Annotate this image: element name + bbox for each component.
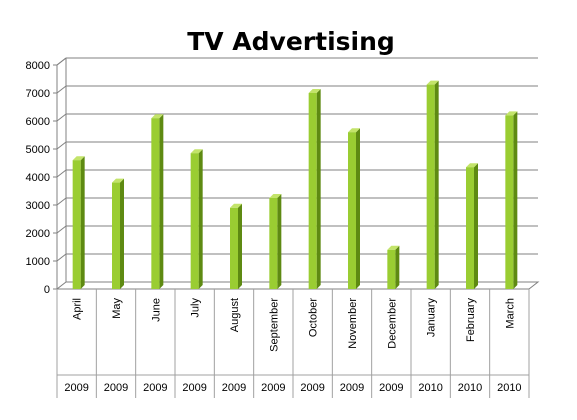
y-axis-top-depth: [56, 57, 67, 66]
bar-top: [505, 111, 518, 116]
bars-layer: [72, 80, 518, 290]
x-tick-label-month: September: [268, 298, 280, 352]
gridline-depth: [56, 141, 67, 150]
bar-top: [269, 194, 282, 198]
bar: [308, 89, 321, 289]
y-tick-label: 5000: [26, 144, 50, 156]
bar: [151, 114, 164, 289]
bar-side: [238, 203, 242, 289]
gridline-depth: [56, 253, 67, 262]
y-tick-label: 6000: [26, 116, 50, 128]
bar-front: [72, 160, 81, 289]
bar-side: [159, 114, 164, 289]
x-tick-label-year: 2010: [458, 382, 482, 394]
axis-layer: [53, 57, 540, 398]
bar-top: [112, 178, 124, 183]
bar: [387, 245, 400, 289]
bar-top: [308, 89, 321, 93]
x-tick-label-year: 2009: [340, 382, 364, 394]
y-tick-label: 7000: [26, 88, 50, 100]
bar-front: [190, 153, 199, 289]
bar-side: [395, 245, 400, 289]
x-tick-label-month: February: [465, 298, 477, 343]
x-tick-label-year: 2009: [64, 382, 88, 394]
bar-front: [348, 132, 356, 289]
x-tick-label-year: 2009: [143, 382, 167, 394]
bar: [230, 203, 242, 289]
grid-layer: [56, 57, 538, 262]
bar-top: [387, 245, 400, 250]
y-tick-label: 3000: [26, 200, 50, 212]
bar-side: [513, 111, 518, 290]
x-tick-label-month: August: [229, 298, 241, 332]
x-tick-label-month: July: [190, 298, 202, 318]
bar-top: [230, 203, 242, 208]
y-tick-label: 0: [44, 284, 50, 296]
y-tick-label: 8000: [26, 60, 50, 72]
bar-top: [348, 128, 360, 133]
bar-front: [505, 115, 514, 290]
gridline-depth: [56, 113, 67, 122]
bar: [466, 163, 478, 289]
x-tick-label-year: 2009: [222, 382, 246, 394]
bar-side: [277, 194, 282, 289]
bar-front: [112, 182, 120, 289]
gridline-depth: [56, 169, 67, 178]
bar-front: [308, 93, 317, 289]
x-tick-label-month: March: [504, 298, 516, 329]
gridline-depth: [56, 85, 67, 94]
x-tick-label-month: June: [150, 298, 162, 322]
bar-top: [426, 80, 439, 85]
bar-front: [269, 198, 278, 289]
bar-side: [356, 128, 360, 289]
bar-front: [151, 118, 160, 289]
bar-top: [72, 156, 85, 161]
bar-side: [198, 149, 203, 289]
x-tick-label-year: 2009: [104, 382, 128, 394]
chart-title: TV Advertising: [187, 27, 395, 56]
bar-front: [230, 207, 238, 289]
x-tick-label-month: December: [386, 298, 398, 349]
x-tick-label-year: 2009: [300, 382, 324, 394]
bar-top: [466, 163, 478, 168]
bar-front: [466, 167, 474, 289]
bar-side: [316, 89, 321, 289]
x-tick-label-year: 2010: [497, 382, 521, 394]
bar: [269, 194, 282, 289]
y-tick-label: 4000: [26, 172, 50, 184]
x-tick-label-month: October: [308, 298, 320, 337]
labels-layer: 0 1000 2000 3000 4000 5000 6000 7000 8000 April 20…: [26, 60, 522, 394]
bar-top: [190, 149, 203, 154]
x-tick-label-month: January: [426, 298, 438, 338]
x-tick-label-year: 2009: [182, 382, 206, 394]
bar: [348, 128, 360, 289]
bar-side: [474, 163, 478, 289]
y-tick-label: 1000: [26, 256, 50, 268]
bar-side: [80, 156, 85, 289]
chart-floor: [55, 281, 540, 290]
gridline-depth: [56, 225, 67, 234]
x-tick-label-year: 2009: [379, 382, 403, 394]
x-tick-label-year: 2009: [261, 382, 285, 394]
bar: [426, 80, 439, 289]
bar-front: [426, 84, 435, 289]
y-tick-label: 2000: [26, 228, 50, 240]
bar: [190, 149, 203, 289]
bar: [72, 156, 85, 289]
x-tick-label-year: 2010: [418, 382, 442, 394]
bar-side: [120, 178, 124, 289]
bar: [505, 111, 518, 290]
x-tick-label-month: November: [347, 298, 359, 349]
bar: [112, 178, 124, 289]
x-tick-label-month: April: [72, 298, 84, 320]
bar-front: [387, 249, 396, 289]
x-tick-label-month: May: [111, 298, 123, 319]
bar-top: [151, 114, 164, 119]
gridline-depth: [56, 197, 67, 206]
bar-side: [434, 80, 439, 289]
